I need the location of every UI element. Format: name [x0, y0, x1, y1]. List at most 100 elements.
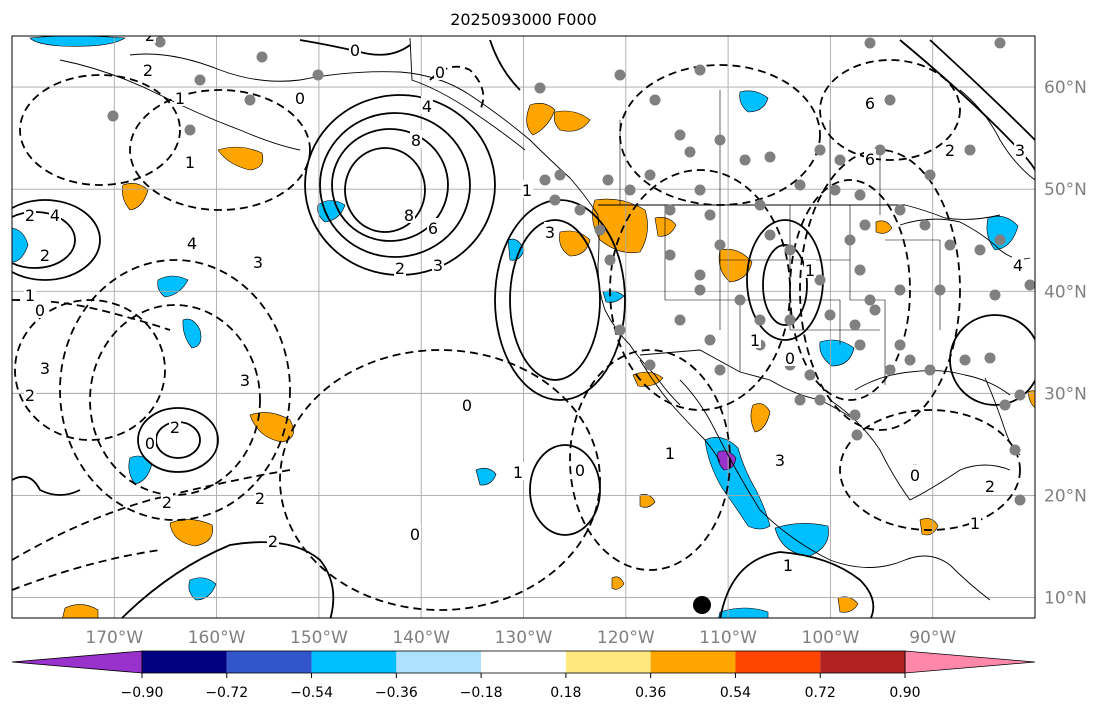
svg-text:2: 2: [25, 206, 35, 225]
lon-tick-label: 160°W: [188, 628, 246, 648]
colorbar-bin: [226, 651, 312, 673]
svg-text:0: 0: [410, 525, 420, 544]
svg-text:8: 8: [404, 206, 414, 225]
station-dot: [919, 219, 931, 231]
svg-text:3: 3: [433, 256, 443, 275]
contour-solid: [719, 551, 875, 618]
contour-label: 2: [144, 36, 156, 45]
svg-text:4: 4: [1013, 256, 1023, 275]
border-us-canada: [598, 204, 1001, 220]
colorbar-bin: [650, 651, 736, 673]
svg-text:1: 1: [665, 444, 675, 463]
station-dot: [854, 339, 866, 351]
svg-text:2: 2: [170, 418, 180, 437]
svg-text:2: 2: [268, 532, 278, 551]
colorbar-bin: [820, 651, 905, 673]
coast-gulf: [829, 399, 1011, 501]
shade-orange: [919, 518, 939, 536]
station-dot: [674, 314, 686, 326]
contour-label: 2: [944, 140, 956, 160]
shade-blue: [507, 238, 525, 261]
shade-purple: [717, 450, 737, 471]
colorbar-bin: [481, 651, 566, 673]
lon-tick-label: 130°W: [495, 628, 553, 648]
colorbar-bin: [396, 651, 482, 673]
contour-label: 0: [574, 460, 586, 480]
station-dot: [184, 124, 196, 136]
shade-blue: [157, 275, 189, 298]
svg-text:1: 1: [805, 261, 815, 280]
colorbar-tick-label: −0.54: [290, 685, 333, 701]
contour-dashed: [12, 549, 161, 591]
station-dot: [1024, 279, 1035, 291]
station-dot: [107, 110, 119, 122]
shade-orange: [217, 146, 264, 171]
shade-blue: [12, 227, 29, 263]
contour-label: 0: [294, 88, 306, 108]
lat-tick-label: 30°N: [1044, 384, 1087, 404]
contour-dashed: [89, 304, 261, 496]
contour-label: 0: [144, 433, 156, 453]
station-dot: [894, 284, 906, 296]
lat-tick-label: 50°N: [1044, 180, 1087, 200]
svg-text:2: 2: [985, 477, 995, 496]
colorbar-bin: [142, 651, 227, 673]
station-dot: [764, 151, 776, 163]
station-dot: [649, 94, 661, 106]
contour-label: 6: [427, 218, 439, 238]
contour-label: 0: [349, 40, 361, 60]
colorbar: −0.90 −0.72 −0.54 −0.36 −0.18 0.18 0.36 0.54 0.7…: [11, 650, 1036, 701]
station-dot: [549, 194, 561, 206]
svg-text:1: 1: [25, 286, 35, 305]
contour-label: 0: [409, 524, 421, 544]
svg-text:0: 0: [575, 461, 585, 480]
contour-dashed: [279, 349, 601, 611]
station-dot: [594, 224, 606, 236]
lon-tick-labels: 170°W 160°W 150°W 140°W 130°W 120°W 110°W 100°W…: [85, 628, 956, 648]
lon-tick-label: 120°W: [597, 628, 655, 648]
station-dot: [974, 244, 986, 256]
station-dot: [1014, 389, 1026, 401]
contour-label: 4: [186, 233, 198, 253]
colorbar-tick-label: 0.36: [635, 685, 666, 701]
lon-tick-label: 150°W: [290, 628, 348, 648]
station-dot: [534, 82, 546, 94]
station-dots: [107, 36, 1035, 506]
colorbar-bin: [311, 651, 397, 673]
station-dot: [784, 244, 796, 256]
contour-label: 0: [434, 62, 446, 82]
colorbar-bin: [735, 651, 821, 673]
contour-label: 2: [142, 60, 154, 80]
station-dot: [714, 134, 726, 146]
coast-gulfcoast: [854, 370, 1011, 396]
shade-orange: [875, 220, 893, 234]
contour-label: 1: [664, 443, 676, 463]
contour-label: 1: [24, 285, 36, 305]
shade-blue: [475, 467, 497, 486]
colorbar-tick-label: −0.72: [205, 685, 248, 701]
station-dot: [829, 184, 841, 196]
contour-label: 1: [969, 513, 981, 533]
contour-label: 1: [521, 180, 533, 200]
contour-solid: [489, 39, 521, 91]
contour-solid: [899, 39, 1035, 171]
contour-label: 3: [1014, 140, 1026, 160]
contour-solid: [12, 199, 101, 281]
svg-text:3: 3: [545, 223, 555, 242]
contour-dashed: [619, 64, 821, 206]
svg-text:0: 0: [350, 41, 360, 60]
svg-text:2: 2: [25, 386, 35, 405]
contour-solid: [12, 475, 81, 496]
shade-orange: [750, 403, 771, 433]
coast-alaska: [129, 53, 599, 216]
lat-tick-label: 10°N: [1044, 589, 1087, 609]
contour-label: 3: [544, 222, 556, 242]
contour-label: 2: [161, 492, 173, 512]
lat-tick-label: 60°N: [1044, 78, 1087, 98]
lon-tick-label: 100°W: [802, 628, 860, 648]
station-dot: [1009, 444, 1021, 456]
contour-label: 6: [864, 149, 876, 169]
station-dot: [644, 169, 656, 181]
shade-orange: [639, 494, 656, 508]
station-dot: [644, 359, 656, 371]
